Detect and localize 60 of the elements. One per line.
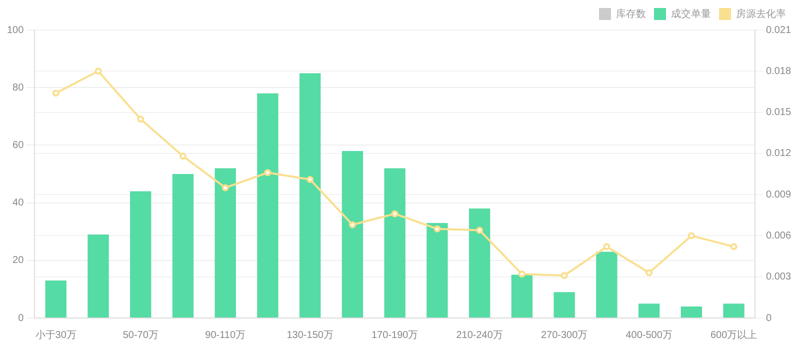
bar <box>88 234 109 318</box>
point <box>434 225 441 232</box>
point <box>688 232 695 240</box>
legend-label: 库存数 <box>616 8 646 20</box>
legend-label: 房源去化率 <box>736 8 786 20</box>
x-tick-label: 50-70万 <box>122 330 158 341</box>
y-tick-label: 20 <box>12 255 24 266</box>
bar <box>130 191 152 318</box>
bar <box>172 174 194 318</box>
bar <box>426 222 448 318</box>
y-tick-label: 0 <box>18 312 24 324</box>
bar <box>596 252 618 318</box>
x-tick-label: 130-150万 <box>286 330 334 341</box>
point <box>137 116 144 123</box>
x-tick-label: 90-110万 <box>205 330 246 341</box>
point <box>518 270 526 278</box>
bar <box>511 274 533 318</box>
point <box>179 152 186 160</box>
x-tick-label: 600万以上 <box>710 328 758 341</box>
bar <box>300 73 321 318</box>
y-tick-label: 100 <box>6 24 24 36</box>
point <box>52 90 60 97</box>
x-tick-label: 210-240万 <box>456 330 503 341</box>
y-tick-label: 40 <box>12 198 24 209</box>
bar <box>214 168 236 318</box>
point <box>560 272 568 279</box>
point <box>306 176 314 183</box>
y2-tick-label: 0.015 <box>766 107 792 118</box>
x-tick-label: 270-300万 <box>540 330 588 341</box>
y-tick-label: 60 <box>12 140 24 151</box>
bar <box>680 306 702 318</box>
y2-tick-label: 0.012 <box>766 148 792 160</box>
legend-label: 成交单量 <box>671 8 711 20</box>
y2-tick-label: 0 <box>766 312 772 324</box>
point <box>391 210 398 218</box>
point <box>646 269 653 276</box>
y2-tick-label: 0.006 <box>766 230 792 242</box>
bar <box>342 150 364 318</box>
bar <box>468 208 490 318</box>
x-tick-label: 400-500万 <box>626 330 672 341</box>
point <box>94 68 102 75</box>
y2-tick-label: 0.018 <box>766 66 792 77</box>
point <box>476 226 484 234</box>
bar <box>723 304 744 318</box>
point <box>348 221 356 228</box>
point <box>730 243 738 250</box>
bar <box>638 304 660 318</box>
point <box>603 243 610 250</box>
x-tick-label: 170-190万 <box>371 330 418 341</box>
point <box>264 169 272 176</box>
x-tick-label: 小于30万 <box>35 328 76 341</box>
y2-tick-label: 0.003 <box>766 272 792 283</box>
bar <box>45 280 66 318</box>
y-tick-label: 80 <box>12 82 24 94</box>
bar <box>257 93 278 318</box>
bar <box>554 292 575 318</box>
bar <box>384 168 406 318</box>
y2-tick-label: 0.009 <box>766 189 792 200</box>
y2-tick-label: 0.021 <box>766 24 792 36</box>
point <box>222 184 229 192</box>
